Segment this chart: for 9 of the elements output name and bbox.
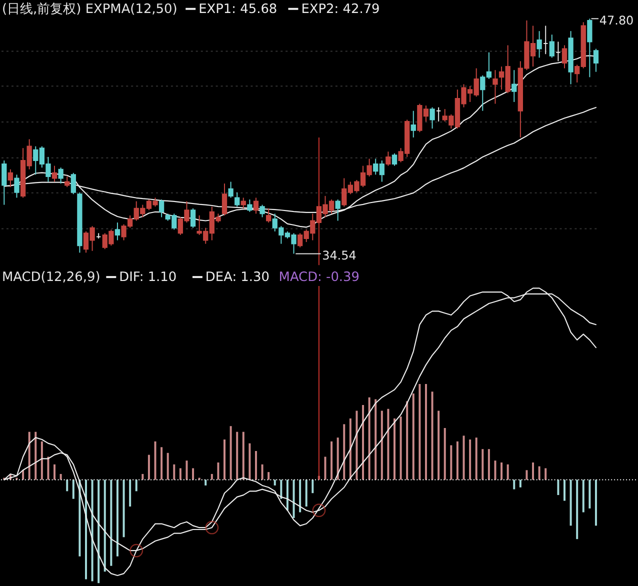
legend-label: DIF: 1.10 <box>119 270 177 286</box>
chart-title: MACD(12,26,9) <box>2 270 100 286</box>
legend-label: EXP1: 45.68 <box>198 2 278 17</box>
legend-label: EXP2: 42.79 <box>301 2 380 17</box>
annotation: 34.54 <box>322 248 356 263</box>
legend-label: DEA: 1.30 <box>205 270 270 286</box>
chart-title: (日线,前复权) EXPMA(12,50) <box>2 2 178 17</box>
annotation: 47.80 <box>599 14 634 28</box>
text: MACD: -0.39 <box>278 270 360 286</box>
